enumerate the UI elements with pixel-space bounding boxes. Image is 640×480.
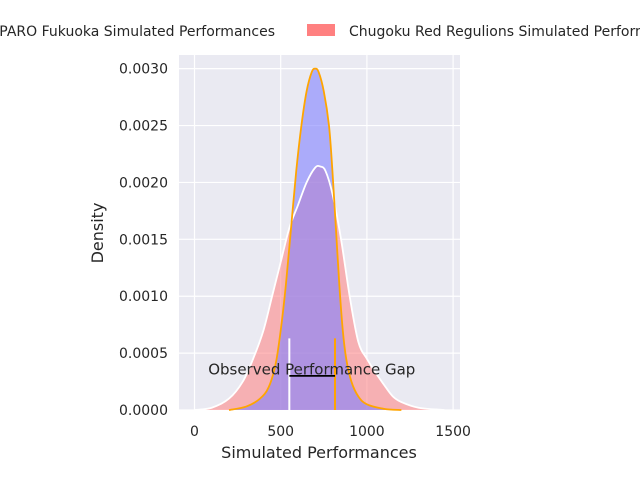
performance-gap-annotation: Observed Performance Gap: [208, 338, 415, 410]
x-tick-label: 1500: [435, 424, 471, 440]
y-tick-label: 0.0015: [119, 232, 168, 248]
y-tick-label: 0.0020: [119, 175, 168, 191]
density-areas: [194, 67, 445, 411]
x-axis-label: Simulated Performances: [221, 443, 417, 462]
density-line-fukuoka: [228, 67, 402, 411]
legend-swatch-regulions: [307, 24, 335, 36]
density-line-regulions: [194, 164, 445, 411]
x-tick-label: 500: [267, 424, 294, 440]
legend: AVISPARO Fukuoka Simulated Performances C…: [0, 24, 640, 40]
y-axis: 0.0000 0.0005 0.0010 0.0015 0.0020 0.0025 0.00…: [119, 62, 168, 419]
legend-label-regulions: Chugoku Red Regulions Simulated Performa…: [349, 24, 640, 40]
legend-label-fukuoka: AVISPARO Fukuoka Simulated Performances: [0, 24, 275, 40]
density-area-fukuoka: [228, 68, 402, 411]
y-tick-label: 0.0030: [119, 62, 168, 78]
y-axis-label: Density: [88, 203, 107, 264]
y-tick-label: 0.0025: [119, 119, 168, 135]
x-tick-label: 0: [190, 424, 199, 440]
y-tick-label: 0.0010: [119, 289, 168, 305]
x-axis: 0 500 1000 1500: [190, 424, 471, 440]
y-tick-label: 0.0000: [119, 403, 168, 419]
x-tick-label: 1000: [349, 424, 385, 440]
y-tick-label: 0.0005: [119, 346, 168, 362]
gap-label: Observed Performance Gap: [208, 361, 415, 379]
